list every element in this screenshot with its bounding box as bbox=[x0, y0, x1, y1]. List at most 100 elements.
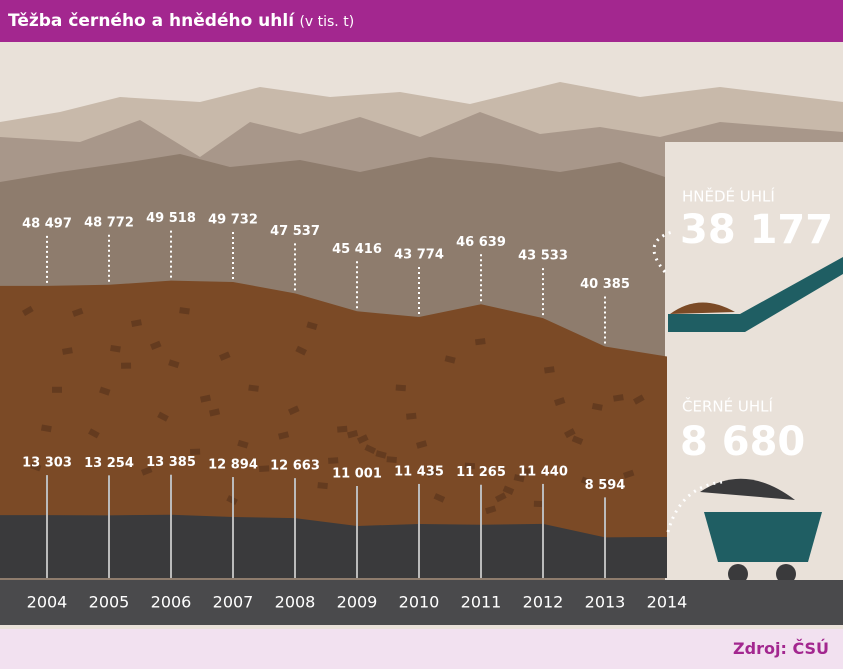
black-label: 12 663 bbox=[270, 459, 320, 474]
texture bbox=[553, 397, 566, 406]
brown-label: 43 533 bbox=[518, 249, 568, 264]
x-tick-label: 2008 bbox=[275, 593, 316, 612]
chart: 48 497 13 303 48 772 13 254 49 518 13 385 49 7… bbox=[0, 42, 843, 629]
texture bbox=[494, 492, 507, 503]
texture bbox=[168, 359, 180, 369]
texture bbox=[632, 394, 645, 405]
texture bbox=[502, 485, 515, 495]
texture bbox=[40, 424, 52, 433]
brown-label: 43 774 bbox=[394, 248, 444, 263]
black-label: 13 254 bbox=[84, 456, 134, 471]
texture bbox=[150, 340, 162, 351]
texture bbox=[386, 456, 397, 464]
texture bbox=[533, 500, 544, 508]
texture bbox=[337, 425, 348, 433]
footer: Zdroj: ČSÚ bbox=[0, 629, 843, 669]
brown-label: 48 497 bbox=[22, 216, 72, 231]
texture bbox=[622, 469, 635, 479]
texture bbox=[395, 384, 406, 392]
cart bbox=[704, 512, 822, 562]
brown-label: 47 537 bbox=[270, 224, 320, 239]
texture bbox=[591, 402, 603, 411]
brown-latest: 38 177 bbox=[680, 207, 833, 253]
texture bbox=[416, 440, 428, 449]
conveyor-load bbox=[670, 302, 735, 314]
black-latest: 8 680 bbox=[680, 419, 805, 465]
x-tick-label: 2012 bbox=[523, 593, 564, 612]
texture bbox=[543, 366, 555, 374]
texture bbox=[131, 319, 142, 328]
cart-load bbox=[700, 478, 795, 500]
source: Zdroj: ČSÚ bbox=[733, 639, 829, 658]
conveyor bbox=[668, 257, 843, 332]
black-label: 11 440 bbox=[518, 464, 568, 479]
x-tick-label: 2014 bbox=[647, 593, 688, 612]
texture bbox=[29, 462, 42, 472]
arrow-dots bbox=[666, 480, 723, 533]
x-tick-label: 2011 bbox=[461, 593, 502, 612]
brown-label: 46 639 bbox=[456, 235, 506, 250]
brown-label: 48 772 bbox=[84, 215, 134, 230]
texture bbox=[426, 467, 438, 478]
texture bbox=[564, 428, 576, 439]
texture bbox=[602, 480, 613, 487]
black-label: 8 594 bbox=[585, 478, 626, 493]
black-label: 11 001 bbox=[332, 466, 382, 481]
x-tick-label: 2005 bbox=[89, 593, 130, 612]
texture bbox=[288, 405, 300, 416]
brown-coal-area bbox=[0, 280, 667, 578]
black-coal-area bbox=[0, 514, 667, 578]
legend-brown: HNĚDÉ UHLÍ bbox=[682, 187, 775, 206]
texture bbox=[209, 408, 221, 417]
texture bbox=[121, 362, 132, 369]
texture bbox=[88, 428, 100, 439]
texture bbox=[613, 394, 624, 402]
x-tick-label: 2010 bbox=[399, 593, 440, 612]
texture bbox=[190, 448, 201, 455]
black-label: 11 265 bbox=[456, 465, 506, 480]
texture bbox=[237, 439, 249, 449]
brown-label: 49 518 bbox=[146, 211, 196, 226]
black-label: 11 435 bbox=[394, 464, 444, 479]
texture bbox=[433, 493, 446, 503]
texture bbox=[295, 345, 307, 356]
texture bbox=[375, 450, 387, 459]
x-axis-band bbox=[0, 580, 843, 625]
texture bbox=[364, 444, 377, 455]
subtitle: (v tis. t) bbox=[299, 14, 355, 30]
brown-label: 49 732 bbox=[208, 212, 258, 227]
texture bbox=[110, 344, 121, 353]
right-panel bbox=[665, 142, 843, 582]
texture bbox=[179, 307, 190, 315]
texture bbox=[248, 384, 259, 392]
cart-wheel bbox=[776, 564, 796, 584]
texture bbox=[278, 431, 290, 440]
texture bbox=[571, 435, 584, 445]
plot: 48 497 13 303 48 772 13 254 49 518 13 385 49 7… bbox=[0, 211, 667, 578]
texture bbox=[580, 476, 593, 486]
texture bbox=[62, 347, 73, 355]
x-tick-label: 2004 bbox=[27, 593, 68, 612]
brown-label: 40 385 bbox=[580, 277, 630, 292]
texture bbox=[444, 355, 456, 364]
title-bar: Těžba černého a hnědého uhlí (v tis. t) bbox=[0, 0, 843, 42]
texture bbox=[306, 321, 318, 331]
texture bbox=[485, 505, 497, 515]
texture bbox=[464, 462, 475, 470]
texture bbox=[199, 394, 212, 403]
x-tick-label: 2009 bbox=[337, 593, 378, 612]
texture bbox=[259, 465, 270, 472]
cart-wheel bbox=[728, 564, 748, 584]
x-tick-label: 2007 bbox=[213, 593, 254, 612]
x-tick-label: 2013 bbox=[585, 593, 626, 612]
black-label: 13 303 bbox=[22, 456, 72, 471]
texture bbox=[317, 482, 328, 490]
texture bbox=[327, 457, 339, 464]
texture bbox=[346, 429, 359, 439]
texture bbox=[71, 307, 84, 317]
texture bbox=[219, 351, 231, 361]
texture bbox=[357, 434, 369, 444]
texture bbox=[405, 412, 417, 420]
brown-label: 45 416 bbox=[332, 242, 382, 257]
